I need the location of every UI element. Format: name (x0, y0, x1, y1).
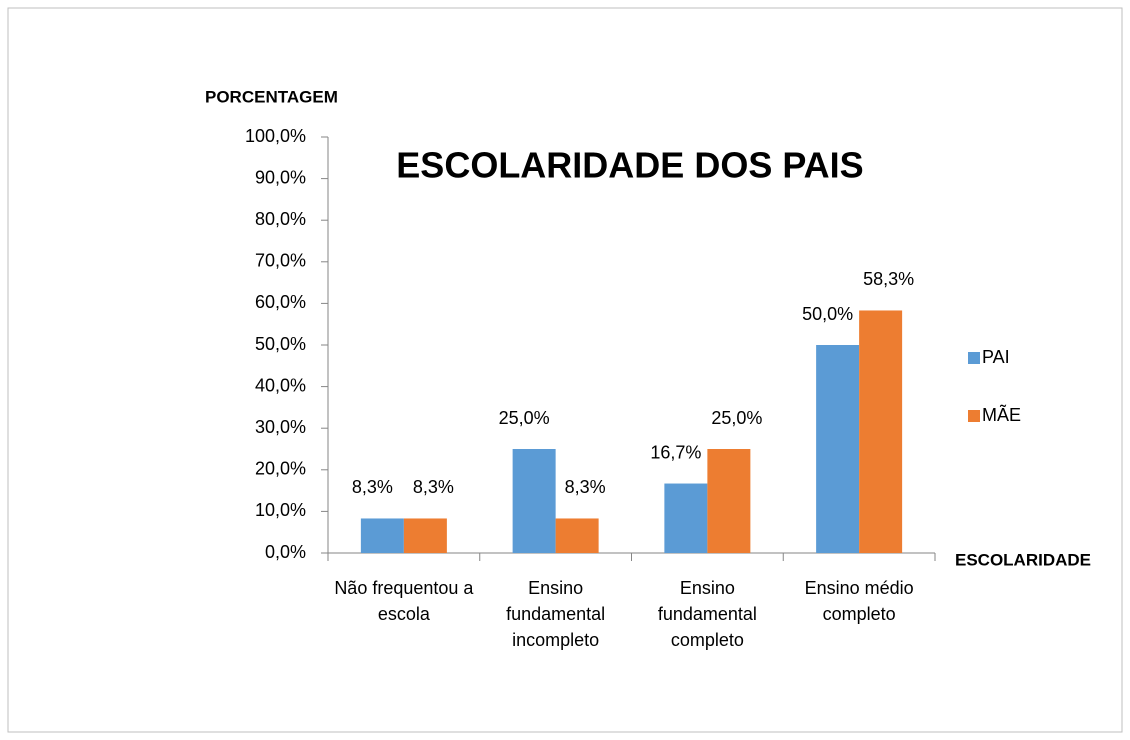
y-tick-label: 100,0% (245, 126, 306, 146)
chart-title: ESCOLARIDADE DOS PAIS (396, 145, 863, 186)
y-tick-label: 30,0% (255, 417, 306, 437)
legend-swatch (968, 410, 980, 422)
y-tick-label: 90,0% (255, 167, 306, 187)
data-label: 25,0% (499, 408, 550, 428)
x-axis-title: ESCOLARIDADE (955, 550, 1091, 569)
legend-swatch (968, 352, 980, 364)
y-tick-label: 20,0% (255, 459, 306, 479)
data-label: 8,3% (352, 477, 393, 497)
bar (859, 310, 903, 553)
y-tick-label: 60,0% (255, 292, 306, 312)
data-label: 8,3% (413, 477, 454, 497)
bar (707, 449, 751, 553)
y-tick-label: 40,0% (255, 375, 306, 395)
bar (403, 518, 447, 553)
y-tick-label: 0,0% (265, 542, 306, 562)
x-tick-label: Ensino médio completo (804, 578, 914, 624)
y-tick-label: 80,0% (255, 209, 306, 229)
data-label: 25,0% (711, 408, 762, 428)
x-tick-label: Ensino fundamental incompleto (506, 578, 606, 650)
data-label: 16,7% (650, 442, 701, 462)
y-tick-label: 70,0% (255, 251, 306, 271)
chart-border (7, 7, 1123, 733)
bar (512, 449, 556, 553)
x-tick-label: Não frequentou a escola (334, 578, 474, 624)
bar (664, 483, 708, 553)
y-axis-title: PORCENTAGEM (205, 87, 338, 106)
data-label: 50,0% (802, 304, 853, 324)
data-label: 8,3% (565, 477, 606, 497)
legend-label: PAI (982, 347, 1010, 367)
y-tick-label: 50,0% (255, 334, 306, 354)
x-tick-label: Ensino fundamental completo (657, 578, 757, 650)
bar (555, 518, 599, 553)
legend-label: MÃE (982, 404, 1021, 425)
bar (816, 345, 860, 553)
data-label: 58,3% (863, 269, 914, 289)
y-tick-label: 10,0% (255, 500, 306, 520)
bar (360, 518, 404, 553)
